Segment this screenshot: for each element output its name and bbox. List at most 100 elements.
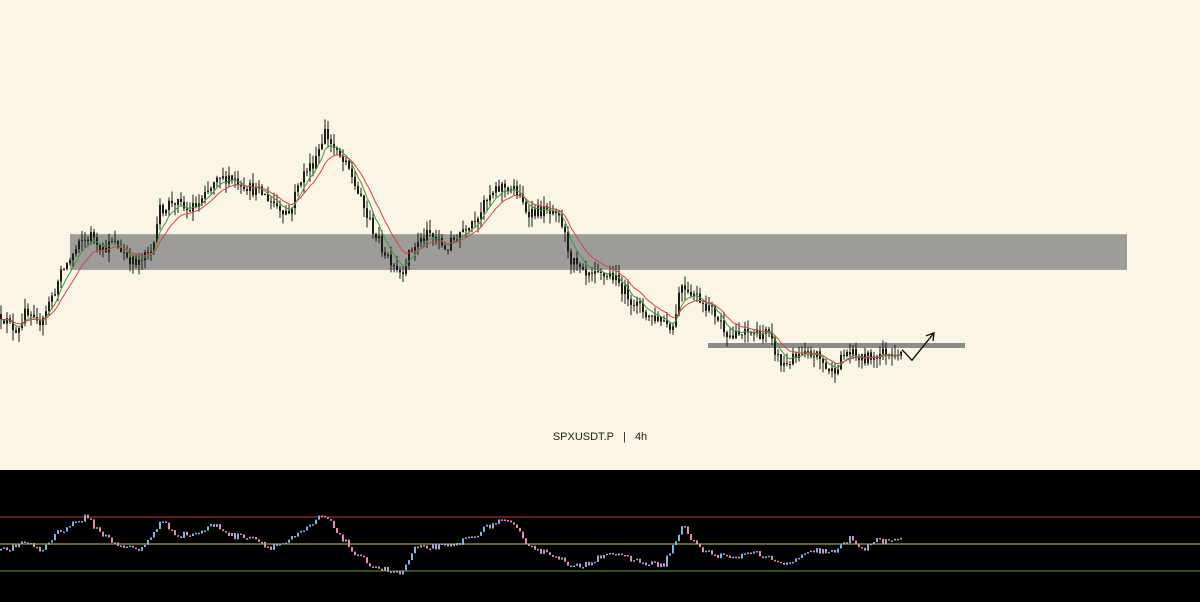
candle-body <box>447 249 449 251</box>
candle-body <box>885 348 887 357</box>
oscillator-bar <box>726 554 728 557</box>
oscillator-bar <box>843 542 845 545</box>
candle-body <box>612 272 614 281</box>
oscillator-bar <box>789 562 791 564</box>
oscillator-bar <box>483 526 485 532</box>
oscillator-bar <box>213 524 215 527</box>
candle-body <box>168 200 170 211</box>
oscillator-bar <box>834 549 836 553</box>
candle-body <box>84 239 86 241</box>
candle-body <box>390 254 392 266</box>
oscillator-bar <box>348 539 350 548</box>
oscillator-bar <box>3 547 5 549</box>
candle-body <box>462 229 464 233</box>
oscillator-bar <box>486 524 488 527</box>
oscillator-bar <box>342 534 344 542</box>
oscillator-bar <box>756 551 758 553</box>
candle-body <box>336 147 338 150</box>
oscillator-bar <box>171 529 173 532</box>
candle-body <box>465 229 467 231</box>
oscillator-bar <box>708 550 710 552</box>
candle-body <box>801 353 803 355</box>
oscillator-bar <box>363 555 365 558</box>
oscillator-bar <box>690 534 692 540</box>
candle-body <box>729 335 731 337</box>
candle-body <box>321 143 323 150</box>
candle-body <box>57 281 59 295</box>
price-chart[interactable] <box>0 0 1200 470</box>
oscillator-bar <box>477 535 479 538</box>
candle-body <box>552 210 554 214</box>
candle-body <box>123 252 125 254</box>
oscillator-bar <box>723 553 725 555</box>
oscillator-bar <box>375 566 377 569</box>
candle-body <box>630 299 632 305</box>
candle-body <box>678 292 680 315</box>
oscillator-bar <box>207 526 209 531</box>
oscillator-bar <box>570 565 572 568</box>
oscillator-bar <box>663 563 665 567</box>
candle-body <box>72 253 74 261</box>
candle-body <box>231 175 233 180</box>
oscillator-bar <box>72 521 74 527</box>
oscillator-bar <box>819 548 821 554</box>
candle-body <box>444 245 446 250</box>
oscillator-bar <box>135 547 137 550</box>
candle-body <box>849 352 851 355</box>
candle-body <box>486 200 488 202</box>
oscillator-bar <box>87 514 89 519</box>
oscillator-bar <box>333 520 335 529</box>
oscillator-bar <box>444 544 446 546</box>
oscillator-levels <box>0 516 1200 572</box>
oscillator-bar <box>471 536 473 538</box>
oscillator-bar <box>237 533 239 540</box>
candle-body <box>750 332 752 334</box>
oscillator-bar <box>378 566 380 569</box>
candle-body <box>735 331 737 339</box>
candle-body <box>648 315 650 318</box>
oscillator-bar <box>651 561 653 565</box>
candle-body <box>696 293 698 295</box>
candle-body <box>111 241 113 243</box>
oscillator-bar <box>210 524 212 527</box>
candle-body <box>786 363 788 365</box>
oscillator-bar <box>54 533 56 541</box>
candle-body <box>459 232 461 240</box>
oscillator-bar <box>108 534 110 538</box>
oscillator-bar <box>414 546 416 554</box>
oscillator-bar <box>231 532 233 536</box>
oscillator-bar <box>252 536 254 539</box>
candle-body <box>252 183 254 195</box>
candle-body <box>528 212 530 218</box>
oscillator-bar <box>147 539 149 545</box>
candle-body <box>642 303 644 313</box>
candle-body <box>402 272 404 274</box>
candle-body <box>702 302 704 304</box>
oscillator-bar <box>498 519 500 524</box>
candle-body <box>720 320 722 322</box>
oscillator-pane[interactable] <box>0 470 1200 602</box>
oscillator-bar <box>78 520 80 523</box>
candle-body <box>633 304 635 306</box>
oscillator-bar <box>798 557 800 560</box>
candle-body <box>507 187 509 192</box>
candle-body <box>603 272 605 277</box>
candle-body <box>18 327 20 333</box>
oscillator-bar <box>768 555 770 558</box>
oscillator-bar <box>609 552 611 555</box>
candle-body <box>330 139 332 144</box>
candle-body <box>96 237 98 245</box>
oscillator-bar <box>285 542 287 545</box>
oscillator-bar <box>684 526 686 528</box>
oscillator-bar <box>39 546 41 552</box>
candle-body <box>474 221 476 223</box>
oscillator-bar <box>204 530 206 532</box>
oscillator-bar <box>645 562 647 566</box>
candle-body <box>87 239 89 242</box>
candle-body <box>489 195 491 201</box>
candle-body <box>180 198 182 202</box>
oscillator-bar <box>282 543 284 545</box>
oscillator-bar <box>228 532 230 536</box>
oscillator-bar <box>528 544 530 547</box>
